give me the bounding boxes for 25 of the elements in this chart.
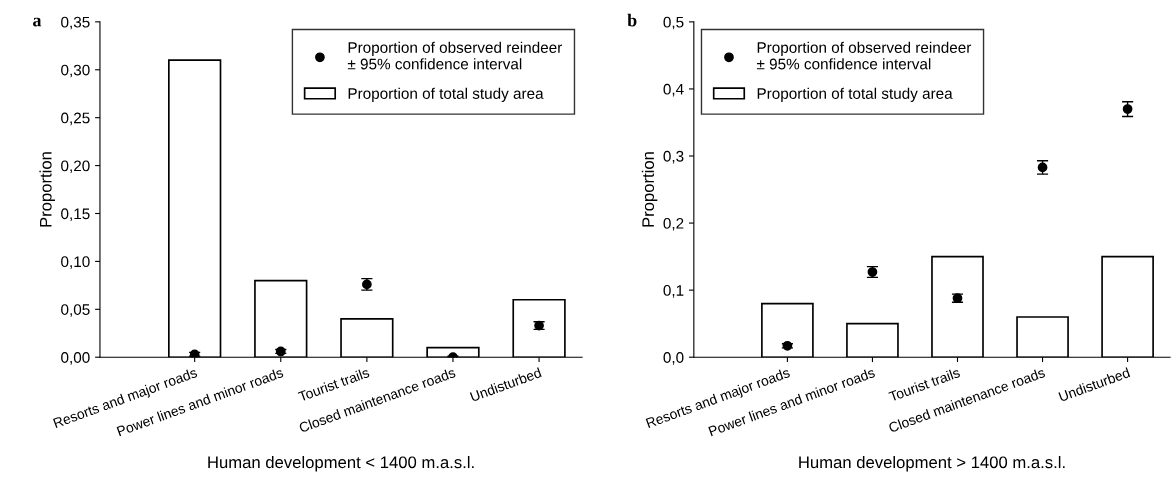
x-axis-title: Human development > 1400 m.a.s.l. <box>799 455 1065 472</box>
legend-label: Proportion of total study area <box>348 87 544 102</box>
y-tick-label: 0,0 <box>663 352 684 365</box>
y-tick-label: 0,00 <box>61 352 90 365</box>
y-tick-label: 0,4 <box>663 83 684 97</box>
x-axis-title: Human development < 1400 m.a.s.l. <box>208 455 474 472</box>
text: a <box>33 17 42 27</box>
y-tick-label: 0,20 <box>61 160 90 174</box>
y-tick-label: 0,05 <box>61 304 90 317</box>
y-tick-label: 0,3 <box>663 150 684 164</box>
legend-label: Proportion of total study area <box>757 87 953 102</box>
legend-label: Proportion of observed reindeer ± 95% confidence interval <box>756 41 972 70</box>
y-tick-label: 0,25 <box>61 112 90 126</box>
y-tick-label: 0,35 <box>61 16 90 30</box>
y-tick-label: 0,2 <box>663 217 684 231</box>
y-axis-title: Proportion <box>641 152 658 227</box>
y-tick-label: 0,1 <box>663 285 684 298</box>
text: b <box>627 13 637 27</box>
y-tick-label: 0,10 <box>61 256 90 269</box>
point <box>1122 104 1133 114</box>
y-tick-label: 0,30 <box>61 64 90 78</box>
legend-label: Proportion of observed reindeer ± 95% confidence interval <box>347 41 563 70</box>
y-axis-title: Proportion <box>39 152 55 227</box>
y-tick-label: 0,5 <box>663 16 684 30</box>
y-tick-label: 0,15 <box>61 208 90 221</box>
